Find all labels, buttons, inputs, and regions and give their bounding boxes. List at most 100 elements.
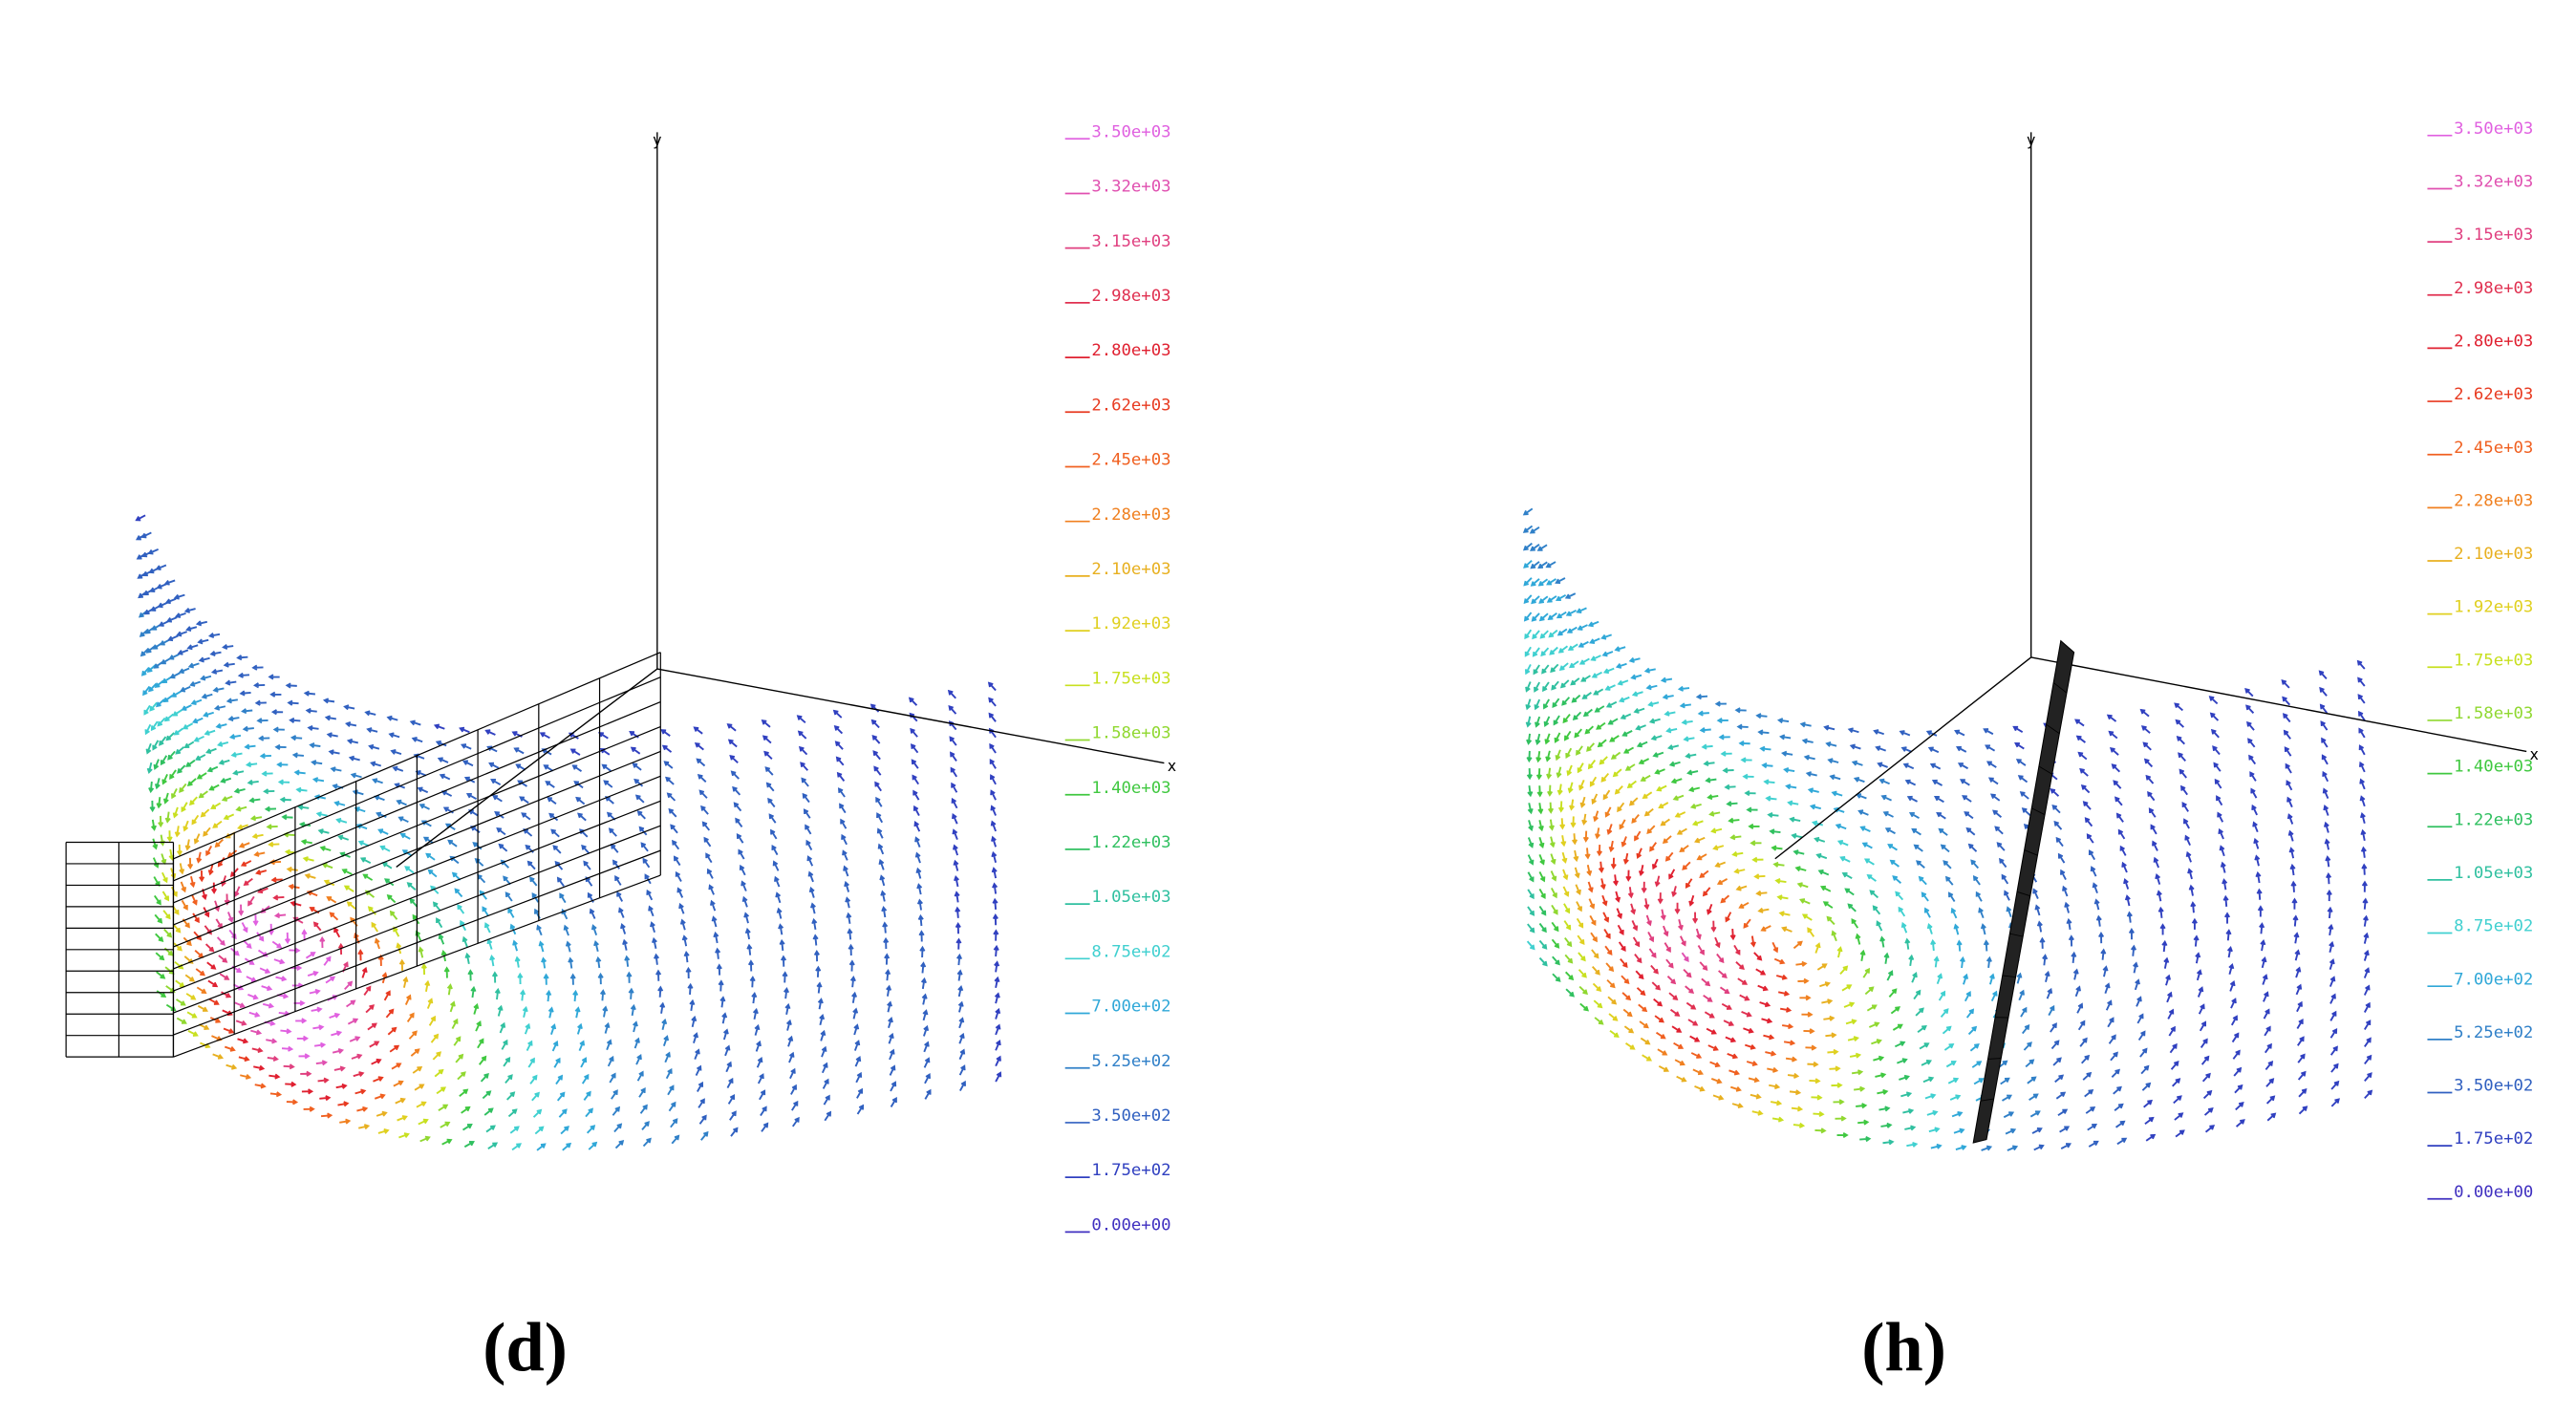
vector-arrow [259, 753, 271, 760]
vector-arrow [783, 986, 790, 999]
vector-arrow [665, 1067, 673, 1080]
vector-arrow [2163, 956, 2170, 969]
vector-arrow [184, 839, 191, 851]
vector-arrow [879, 874, 886, 887]
vector-arrow [1922, 1076, 1935, 1084]
vector-arrow [507, 907, 515, 918]
vector-arrow [917, 913, 924, 927]
vector-arrow [2143, 1099, 2153, 1108]
vector-arrow [1676, 827, 1687, 835]
vector-arrow [2092, 882, 2098, 893]
vector-arrow [305, 952, 316, 959]
vector-arrow [1959, 779, 1970, 786]
vector-arrow [146, 664, 157, 674]
vector-arrow [1943, 860, 1952, 870]
vector-arrow [586, 1125, 596, 1134]
legend-label: 1.05e+03 [2454, 864, 2533, 883]
vector-arrow [959, 1080, 966, 1092]
vector-arrow [2057, 1108, 2069, 1117]
vector-arrow [2249, 771, 2257, 782]
vector-arrow [1618, 941, 1626, 952]
vector-arrow [1545, 561, 1556, 569]
vector-arrow [328, 749, 340, 756]
vector-arrow [1797, 977, 1810, 984]
vector-arrow [727, 1094, 736, 1105]
vector-arrow [367, 1022, 377, 1031]
vector-arrow [2110, 1051, 2118, 1062]
vector-arrow [912, 774, 920, 785]
vector-arrow [494, 987, 501, 1000]
vector-arrow [1527, 785, 1534, 798]
vector-arrow [1748, 1077, 1760, 1084]
vector-arrow [1600, 633, 1612, 640]
vector-arrow [1819, 981, 1831, 988]
vector-arrow [1886, 970, 1894, 981]
vector-arrow [492, 795, 503, 803]
vector-arrow [2260, 939, 2266, 952]
vector-arrow [2029, 1093, 2039, 1102]
vector-arrow [2261, 956, 2267, 969]
vector-arrow [1841, 872, 1853, 880]
vector-arrow [162, 695, 173, 703]
legend-label: 1.58e+03 [1091, 724, 1170, 743]
vector-arrow [496, 827, 506, 836]
vector-arrow [744, 927, 751, 940]
vector-arrow [2185, 850, 2192, 863]
vector-arrow [1702, 887, 1711, 897]
vector-arrow [1593, 999, 1603, 1009]
vector-arrow [1906, 1141, 1919, 1148]
vector-arrow [173, 942, 182, 952]
vector-arrow [237, 672, 250, 678]
vector-arrow [1990, 990, 1998, 1002]
vector-arrow [1972, 875, 1981, 886]
vector-arrow [247, 994, 259, 1000]
vector-arrow [735, 817, 743, 827]
vector-arrow [526, 1040, 533, 1051]
vector-arrow [1906, 795, 1919, 803]
vector-arrow [1873, 729, 1885, 736]
vector-arrow [1643, 807, 1654, 817]
vector-arrow [386, 715, 398, 721]
vector-arrow [1590, 932, 1598, 943]
vector-arrow [667, 1084, 675, 1096]
vector-arrow [1562, 713, 1571, 724]
vector-arrow [2265, 1060, 2274, 1071]
vector-arrow [1582, 708, 1593, 718]
vector-arrow [1716, 878, 1728, 886]
vector-arrow [577, 812, 587, 822]
vector-arrow [1821, 998, 1834, 1005]
vector-arrow [1942, 1025, 1952, 1035]
vector-arrow [146, 762, 153, 775]
vector-arrow [201, 693, 213, 699]
vector-arrow [1851, 917, 1859, 929]
vector-arrow [1638, 758, 1650, 765]
vector-arrow [636, 1070, 644, 1082]
vector-arrow [1565, 747, 1573, 759]
vector-arrow [207, 864, 214, 876]
vector-arrow [1638, 1003, 1648, 1013]
vector-arrow [2124, 894, 2131, 907]
vector-arrow [414, 1084, 425, 1091]
vector-arrow [993, 929, 999, 941]
vector-arrow [1685, 985, 1695, 994]
vector-arrow [207, 633, 221, 639]
vector-arrow [913, 821, 921, 832]
vector-arrow [1573, 849, 1579, 863]
vector-arrow [705, 852, 713, 864]
vector-arrow [370, 761, 382, 767]
vector-arrow [1564, 954, 1574, 964]
vector-arrow [1636, 741, 1648, 748]
vector-arrow [2152, 840, 2158, 851]
vector-arrow [162, 910, 171, 920]
vector-arrow [1714, 936, 1721, 949]
vector-arrow [1894, 1041, 1906, 1048]
vector-arrow [1662, 694, 1674, 700]
vector-arrow [741, 880, 747, 891]
vector-arrow [2145, 1133, 2157, 1142]
vector-arrow [389, 910, 398, 920]
legend-label: 3.50e+02 [1091, 1106, 1170, 1126]
vector-arrow [922, 1024, 930, 1037]
vector-arrow [177, 764, 186, 774]
vector-arrow [694, 741, 704, 751]
vector-arrow [738, 848, 745, 860]
